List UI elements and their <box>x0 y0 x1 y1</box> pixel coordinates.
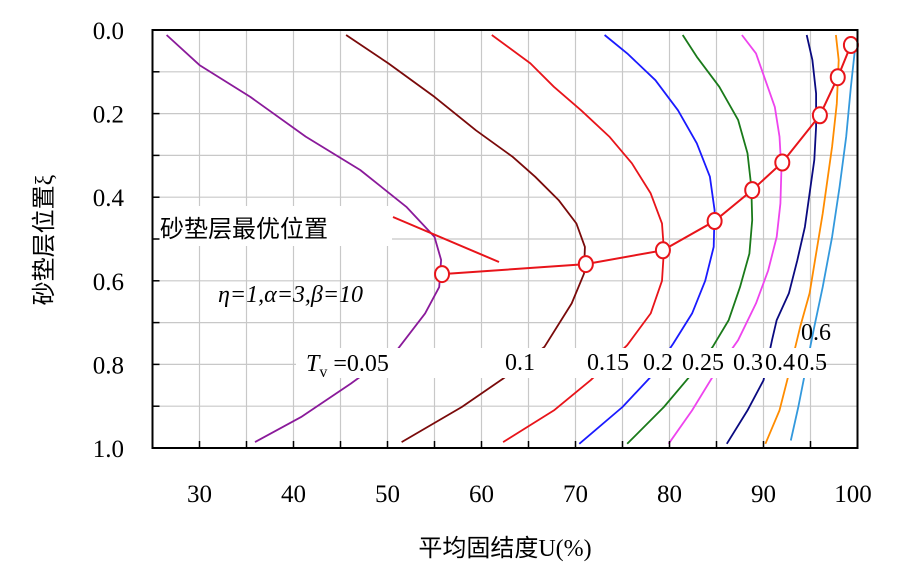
y-tick-label: 0.0 <box>93 18 124 45</box>
tv-curve-0.05 <box>165 34 442 443</box>
tv-label-0.3: 0.3 <box>733 350 763 376</box>
tv-value: =0.05 <box>333 351 389 377</box>
annotation-leader-line <box>392 216 500 263</box>
x-tick-label: 90 <box>751 481 776 508</box>
tv-label-0.05: Tv =0.05 <box>306 351 389 381</box>
tv-label-0.1: 0.1 <box>505 350 535 376</box>
params-label: η=1,α=3,β=10 <box>218 282 363 308</box>
tv-label-0.5: 0.5 <box>797 350 827 376</box>
x-tick-label: 60 <box>469 481 494 508</box>
y-tick-label: 0.4 <box>93 185 125 212</box>
label-row-background <box>296 348 816 378</box>
optimal-position-marker <box>654 241 671 260</box>
optimal-position-series <box>434 36 859 284</box>
annotation-text: 砂垫层最优位置 <box>160 216 328 243</box>
optimal-position-marker <box>706 212 723 231</box>
x-tick-label: 100 <box>834 481 872 508</box>
annotation-background <box>156 206 392 246</box>
y-tick-label: 1.0 <box>93 436 124 463</box>
x-tick-label: 80 <box>657 481 682 508</box>
tv-symbol: T <box>306 351 321 377</box>
optimal-position-marker <box>842 36 859 55</box>
x-tick-label: 40 <box>281 481 306 508</box>
optimal-position-marker <box>434 265 451 284</box>
optimal-position-marker <box>829 68 846 87</box>
x-tick-label: 70 <box>563 481 588 508</box>
y-tick-label: 0.2 <box>93 102 124 129</box>
y-tick-label: 0.8 <box>93 352 124 379</box>
tv-label-0.4: 0.4 <box>765 350 795 376</box>
x-tick-label: 30 <box>187 481 212 508</box>
tv-label-0.15: 0.15 <box>587 350 629 376</box>
tv-label-0.2: 0.2 <box>643 350 673 376</box>
tv-subscript: v <box>319 364 327 381</box>
tv-curve-0.6 <box>789 43 857 441</box>
y-tick-label: 0.6 <box>93 269 124 296</box>
tv-label-0.6: 0.6 <box>801 320 831 346</box>
y-axis-title: 砂垫层位置ξ <box>31 174 58 305</box>
optimal-position-marker <box>774 153 791 172</box>
optimal-position-marker <box>577 255 594 274</box>
tv-label-0.25: 0.25 <box>682 350 724 376</box>
x-tick-label: 50 <box>375 481 400 508</box>
tv-curve-0.5 <box>764 34 840 445</box>
x-axis-title: 平均固结度U(%) <box>418 535 591 562</box>
optimal-position-marker <box>744 181 761 200</box>
optimal-position-marker <box>811 106 828 125</box>
